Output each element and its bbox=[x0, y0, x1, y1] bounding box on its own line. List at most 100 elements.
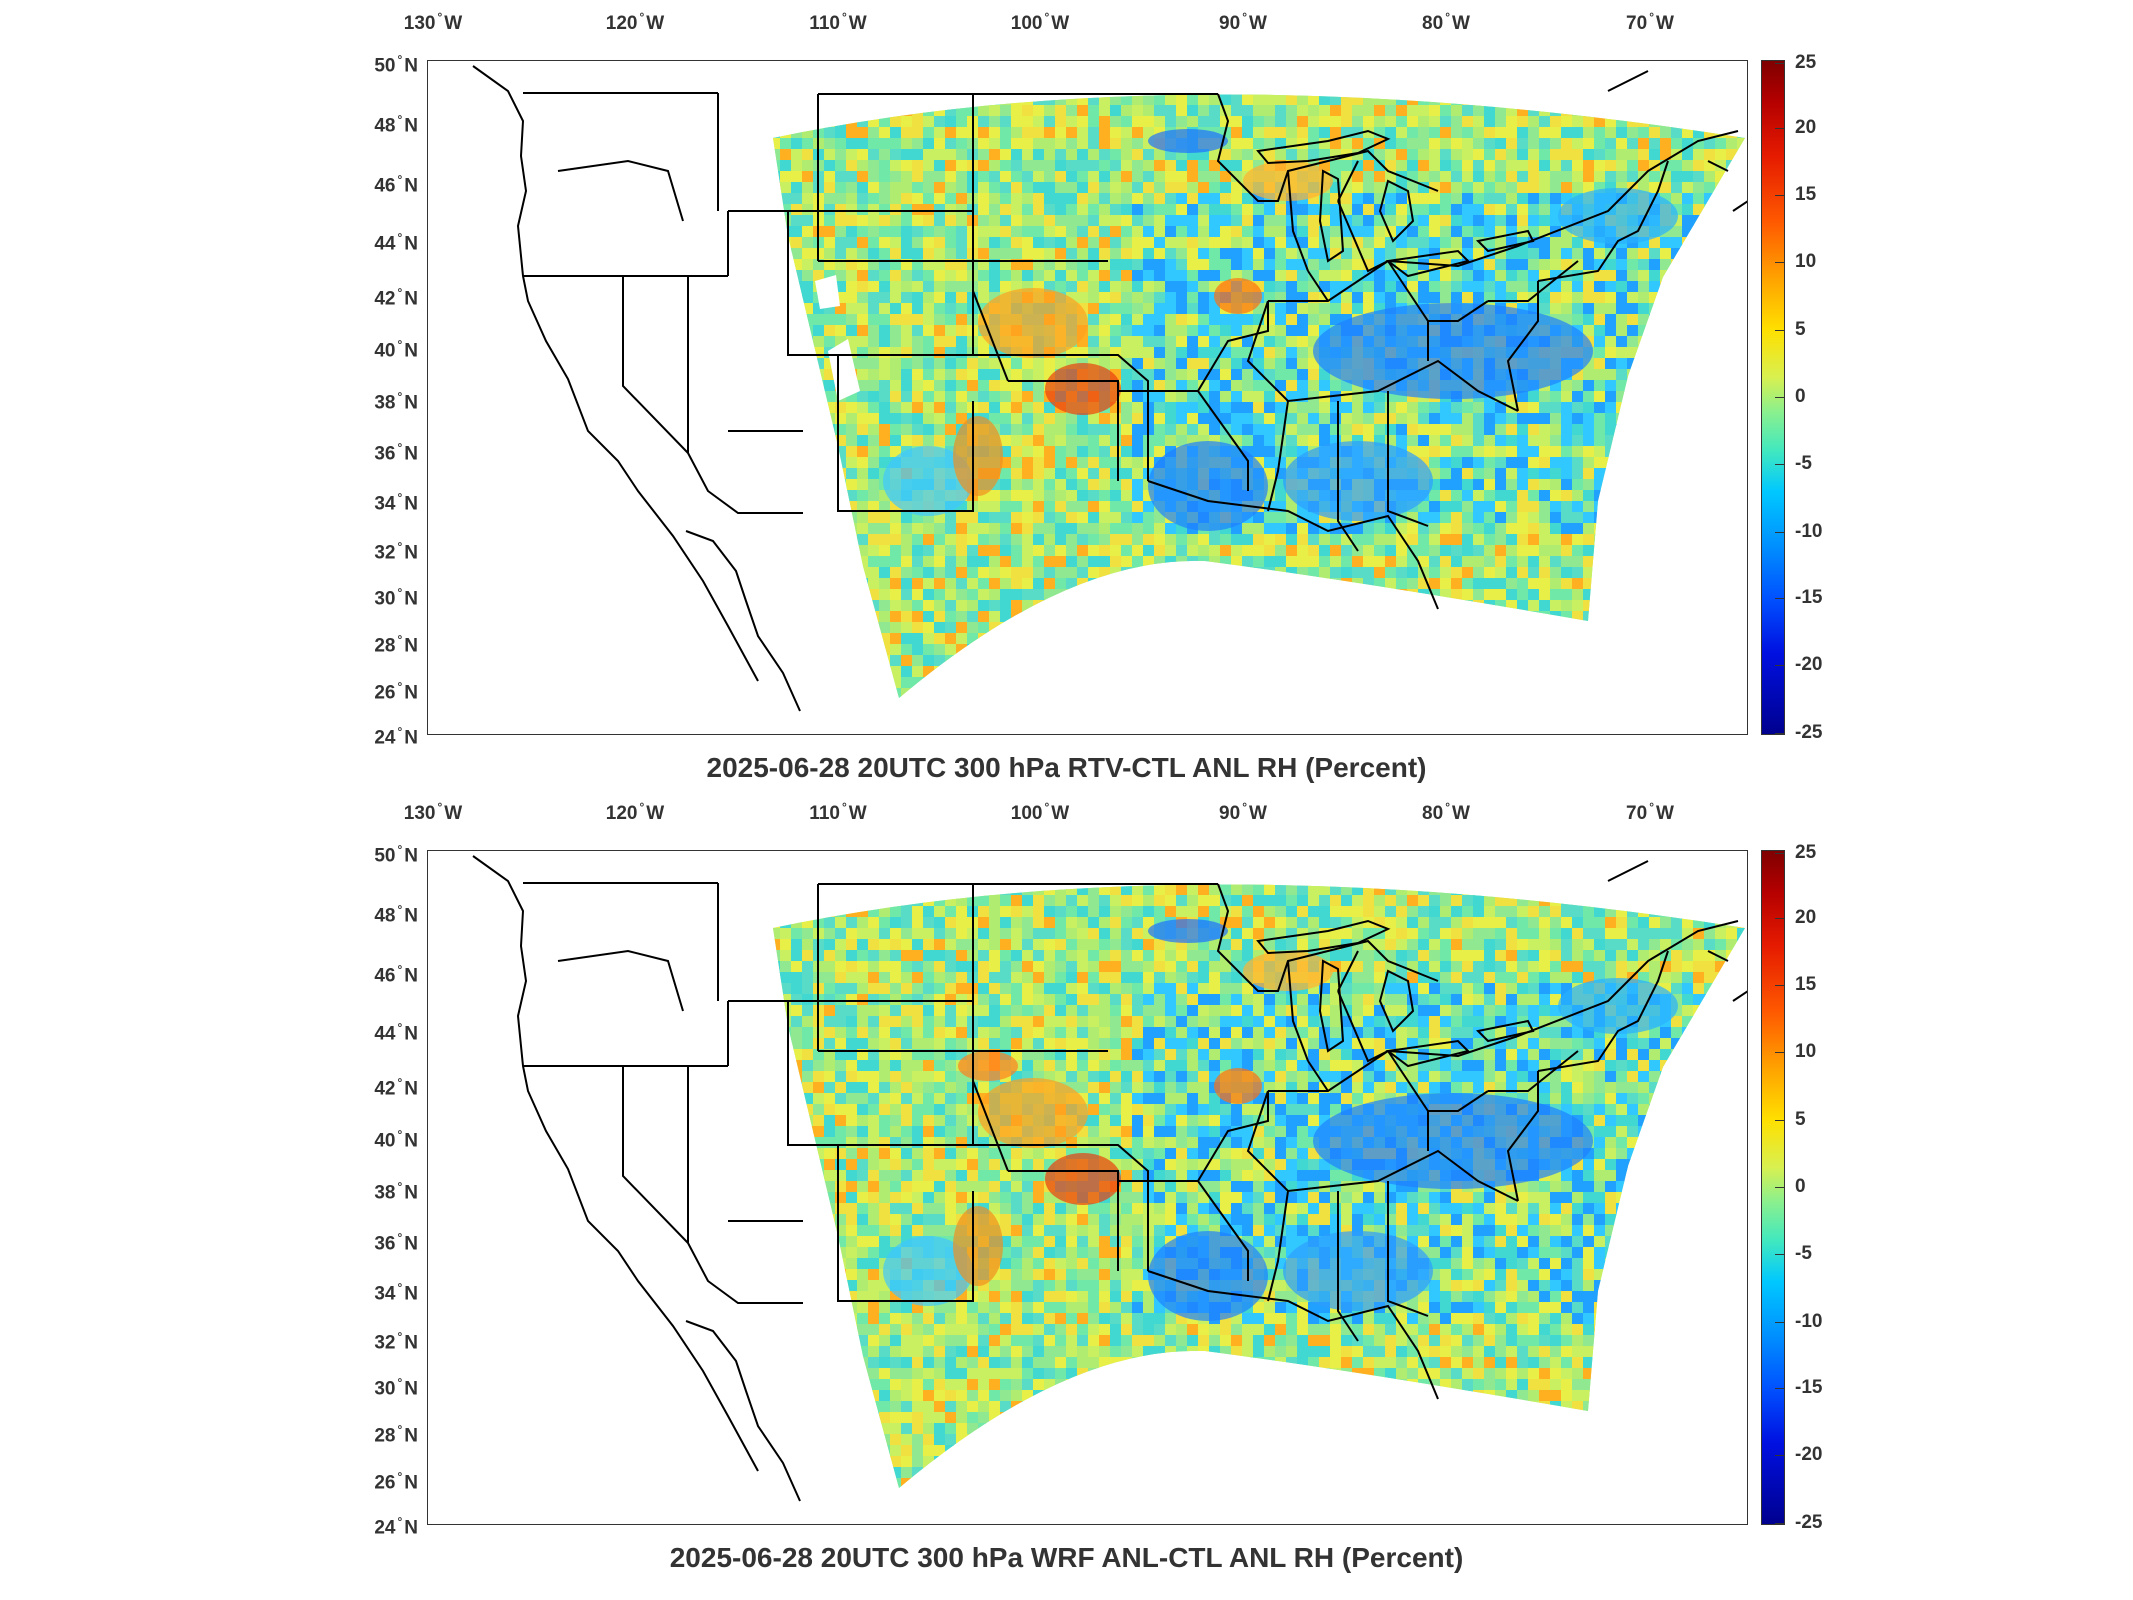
rh-field-cell bbox=[857, 391, 869, 403]
rh-field-cell bbox=[1143, 578, 1155, 590]
rh-field-cell bbox=[1385, 149, 1397, 161]
rh-field-cell bbox=[1561, 589, 1573, 601]
rh-field-cell bbox=[1011, 215, 1023, 227]
rh-field-cell bbox=[1506, 413, 1518, 425]
rh-field-cell bbox=[1396, 413, 1408, 425]
rh-field-cell bbox=[1066, 622, 1078, 634]
rh-field-cell bbox=[1440, 292, 1452, 304]
rh-field-cell bbox=[1517, 479, 1529, 491]
rh-field-cell bbox=[1231, 105, 1243, 117]
rh-field-cell bbox=[1077, 149, 1089, 161]
rh-field-cell bbox=[868, 644, 880, 656]
rh-field-cell bbox=[1506, 204, 1518, 216]
rh-field-cell bbox=[1121, 94, 1133, 106]
rh-field-cell bbox=[773, 479, 781, 491]
rh-field-cell bbox=[1407, 182, 1419, 194]
rh-field-cell bbox=[1440, 138, 1452, 150]
rh-field-cell bbox=[1561, 127, 1573, 139]
rh-field-cell bbox=[1253, 512, 1265, 524]
rh-field-cell bbox=[1110, 259, 1122, 271]
rh-field-cell bbox=[1737, 424, 1745, 436]
rh-field-cell bbox=[890, 413, 902, 425]
rh-field-cell bbox=[912, 149, 924, 161]
rh-field-cell bbox=[1528, 413, 1540, 425]
rh-field-cell bbox=[978, 611, 990, 623]
rh-field-cell bbox=[802, 281, 814, 293]
rh-field-cell bbox=[1462, 226, 1474, 238]
rh-field-cell bbox=[1429, 61, 1441, 73]
rh-field-cell bbox=[1671, 171, 1683, 183]
rh-field-cell bbox=[1660, 490, 1672, 502]
rh-field-cell bbox=[1550, 72, 1562, 84]
rh-field-cell bbox=[890, 424, 902, 436]
rh-field-cell bbox=[1715, 633, 1727, 645]
rh-field-cell bbox=[1363, 545, 1375, 557]
rh-field-cell bbox=[1154, 578, 1166, 590]
rh-field-cell bbox=[1539, 611, 1551, 623]
rh-field-cell bbox=[1099, 512, 1111, 524]
rh-field-cell bbox=[1605, 424, 1617, 436]
rh-field-cell bbox=[945, 402, 957, 414]
rh-field-cell bbox=[934, 270, 946, 282]
rh-field-cell bbox=[1220, 534, 1232, 546]
rh-field-cell bbox=[879, 270, 891, 282]
rh-field-cell bbox=[1011, 105, 1023, 117]
rh-field-cell bbox=[1539, 512, 1551, 524]
rh-field-cell bbox=[1231, 248, 1243, 260]
rh-field-cell bbox=[1638, 259, 1650, 271]
rh-field-cell bbox=[813, 545, 825, 557]
rh-field-cell bbox=[780, 94, 792, 95]
rh-field-cell bbox=[1110, 226, 1122, 238]
rh-field-cell bbox=[1561, 72, 1573, 84]
rh-field-cell bbox=[1550, 160, 1562, 172]
rh-field-cell bbox=[1627, 589, 1639, 601]
rh-field-cell bbox=[956, 215, 968, 227]
rh-field-cell bbox=[1022, 490, 1034, 502]
rh-field-cell bbox=[1209, 644, 1221, 656]
rh-field-cell bbox=[1264, 94, 1276, 106]
rh-field-cell bbox=[1143, 644, 1155, 656]
rh-field-cell bbox=[1715, 292, 1727, 304]
rh-field-cell bbox=[1517, 171, 1529, 183]
rh-field-cell bbox=[1649, 61, 1661, 73]
rh-field-cell bbox=[879, 127, 891, 139]
rh-field-cell bbox=[1704, 556, 1716, 568]
rh-field-cell bbox=[1440, 644, 1452, 656]
rh-field-cell bbox=[1275, 358, 1287, 370]
rh-field-cell bbox=[1451, 468, 1463, 480]
rh-field-cell bbox=[1253, 248, 1265, 260]
rh-field-cell bbox=[1715, 336, 1727, 348]
rh-field-cell bbox=[1308, 512, 1320, 524]
rh-field-cell bbox=[1121, 259, 1133, 271]
rh-field-cell bbox=[1715, 314, 1727, 326]
rh-field-cell bbox=[923, 347, 935, 359]
rh-field-cell bbox=[879, 105, 891, 117]
rh-field-cell bbox=[802, 94, 814, 106]
rh-field-cell bbox=[791, 292, 803, 304]
rh-field-cell bbox=[1561, 468, 1573, 480]
rh-field-cell bbox=[1660, 468, 1672, 480]
rh-field-cell bbox=[1011, 512, 1023, 524]
rh-field-cell bbox=[1616, 446, 1628, 458]
rh-field-cell bbox=[1528, 490, 1540, 502]
rh-field-cell bbox=[758, 292, 770, 304]
rh-field-cell bbox=[1638, 457, 1650, 469]
rh-field-cell bbox=[945, 314, 957, 326]
rh-field-cell bbox=[868, 325, 880, 337]
rh-field-cell bbox=[1616, 105, 1628, 117]
rh-field-cell bbox=[1088, 292, 1100, 304]
rh-field-cell bbox=[1605, 72, 1617, 84]
rh-field-cell bbox=[773, 446, 781, 458]
rh-field-cell bbox=[1605, 644, 1617, 656]
rh-field-cell bbox=[791, 644, 803, 656]
rh-field-cell bbox=[1110, 556, 1122, 568]
rh-field-cell bbox=[1121, 391, 1133, 403]
rh-field-cell bbox=[1154, 446, 1166, 458]
rh-field-cell bbox=[1561, 479, 1573, 491]
rh-field-cell bbox=[1088, 61, 1100, 73]
rh-field-cell bbox=[857, 149, 869, 161]
rh-field-cell bbox=[1627, 633, 1639, 645]
rh-field-cell bbox=[1165, 567, 1177, 579]
rh-field-cell bbox=[879, 633, 891, 645]
rh-field-cell bbox=[1088, 457, 1100, 469]
